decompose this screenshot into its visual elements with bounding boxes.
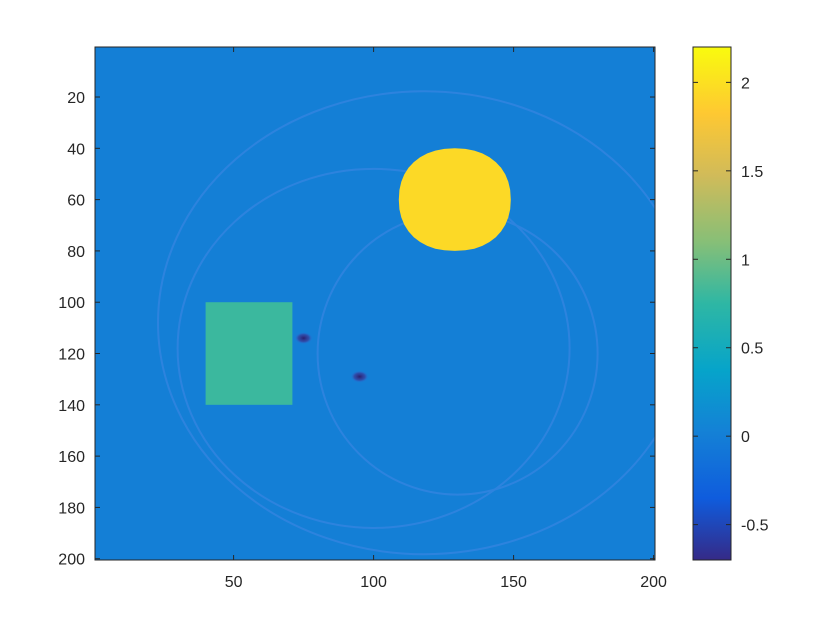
- square-feature: [205, 302, 293, 405]
- y-tick-label: 160: [58, 449, 85, 466]
- colorbar: -0.5 0 0.5 1 1.5 2: [692, 46, 769, 561]
- x-tick-label: 100: [360, 574, 387, 591]
- dark-spot: [350, 370, 369, 383]
- y-tick-label: 100: [58, 295, 85, 312]
- y-tick-label: 20: [67, 90, 85, 107]
- y-tick-label: 200: [58, 552, 85, 569]
- artifact-arc: [176, 167, 571, 529]
- colorbar-tick-label: 2: [741, 75, 750, 92]
- disk-feature: [398, 148, 511, 251]
- colorbar-gradient: [692, 46, 732, 561]
- colorbar-tick-label: 1.5: [741, 164, 763, 181]
- heatmap-background: [95, 47, 655, 560]
- colorbar-tick-label: 0: [741, 429, 750, 446]
- y-tick-label: 180: [58, 500, 85, 517]
- y-tick-label: 80: [67, 244, 85, 261]
- y-tick-label: 60: [67, 193, 85, 210]
- y-tick-label: 40: [67, 141, 85, 158]
- plot-area: [94, 46, 656, 561]
- dark-spot: [294, 332, 313, 345]
- y-tick-label: 140: [58, 398, 85, 415]
- colorbar-tick-label: -0.5: [741, 518, 769, 535]
- y-axis: 20 40 60 80 100 120 140 160 180 200: [58, 90, 655, 569]
- x-tick-label: 50: [225, 574, 243, 591]
- x-tick-label: 150: [500, 574, 527, 591]
- colorbar-tick-label: 0.5: [741, 341, 763, 358]
- x-axis: 50 100 150 200: [225, 47, 667, 591]
- x-tick-label: 200: [640, 574, 667, 591]
- artifact-arc: [157, 90, 655, 556]
- y-tick-label: 120: [58, 347, 85, 364]
- colorbar-tick-label: 1: [741, 252, 750, 269]
- plot-frame: [94, 46, 656, 561]
